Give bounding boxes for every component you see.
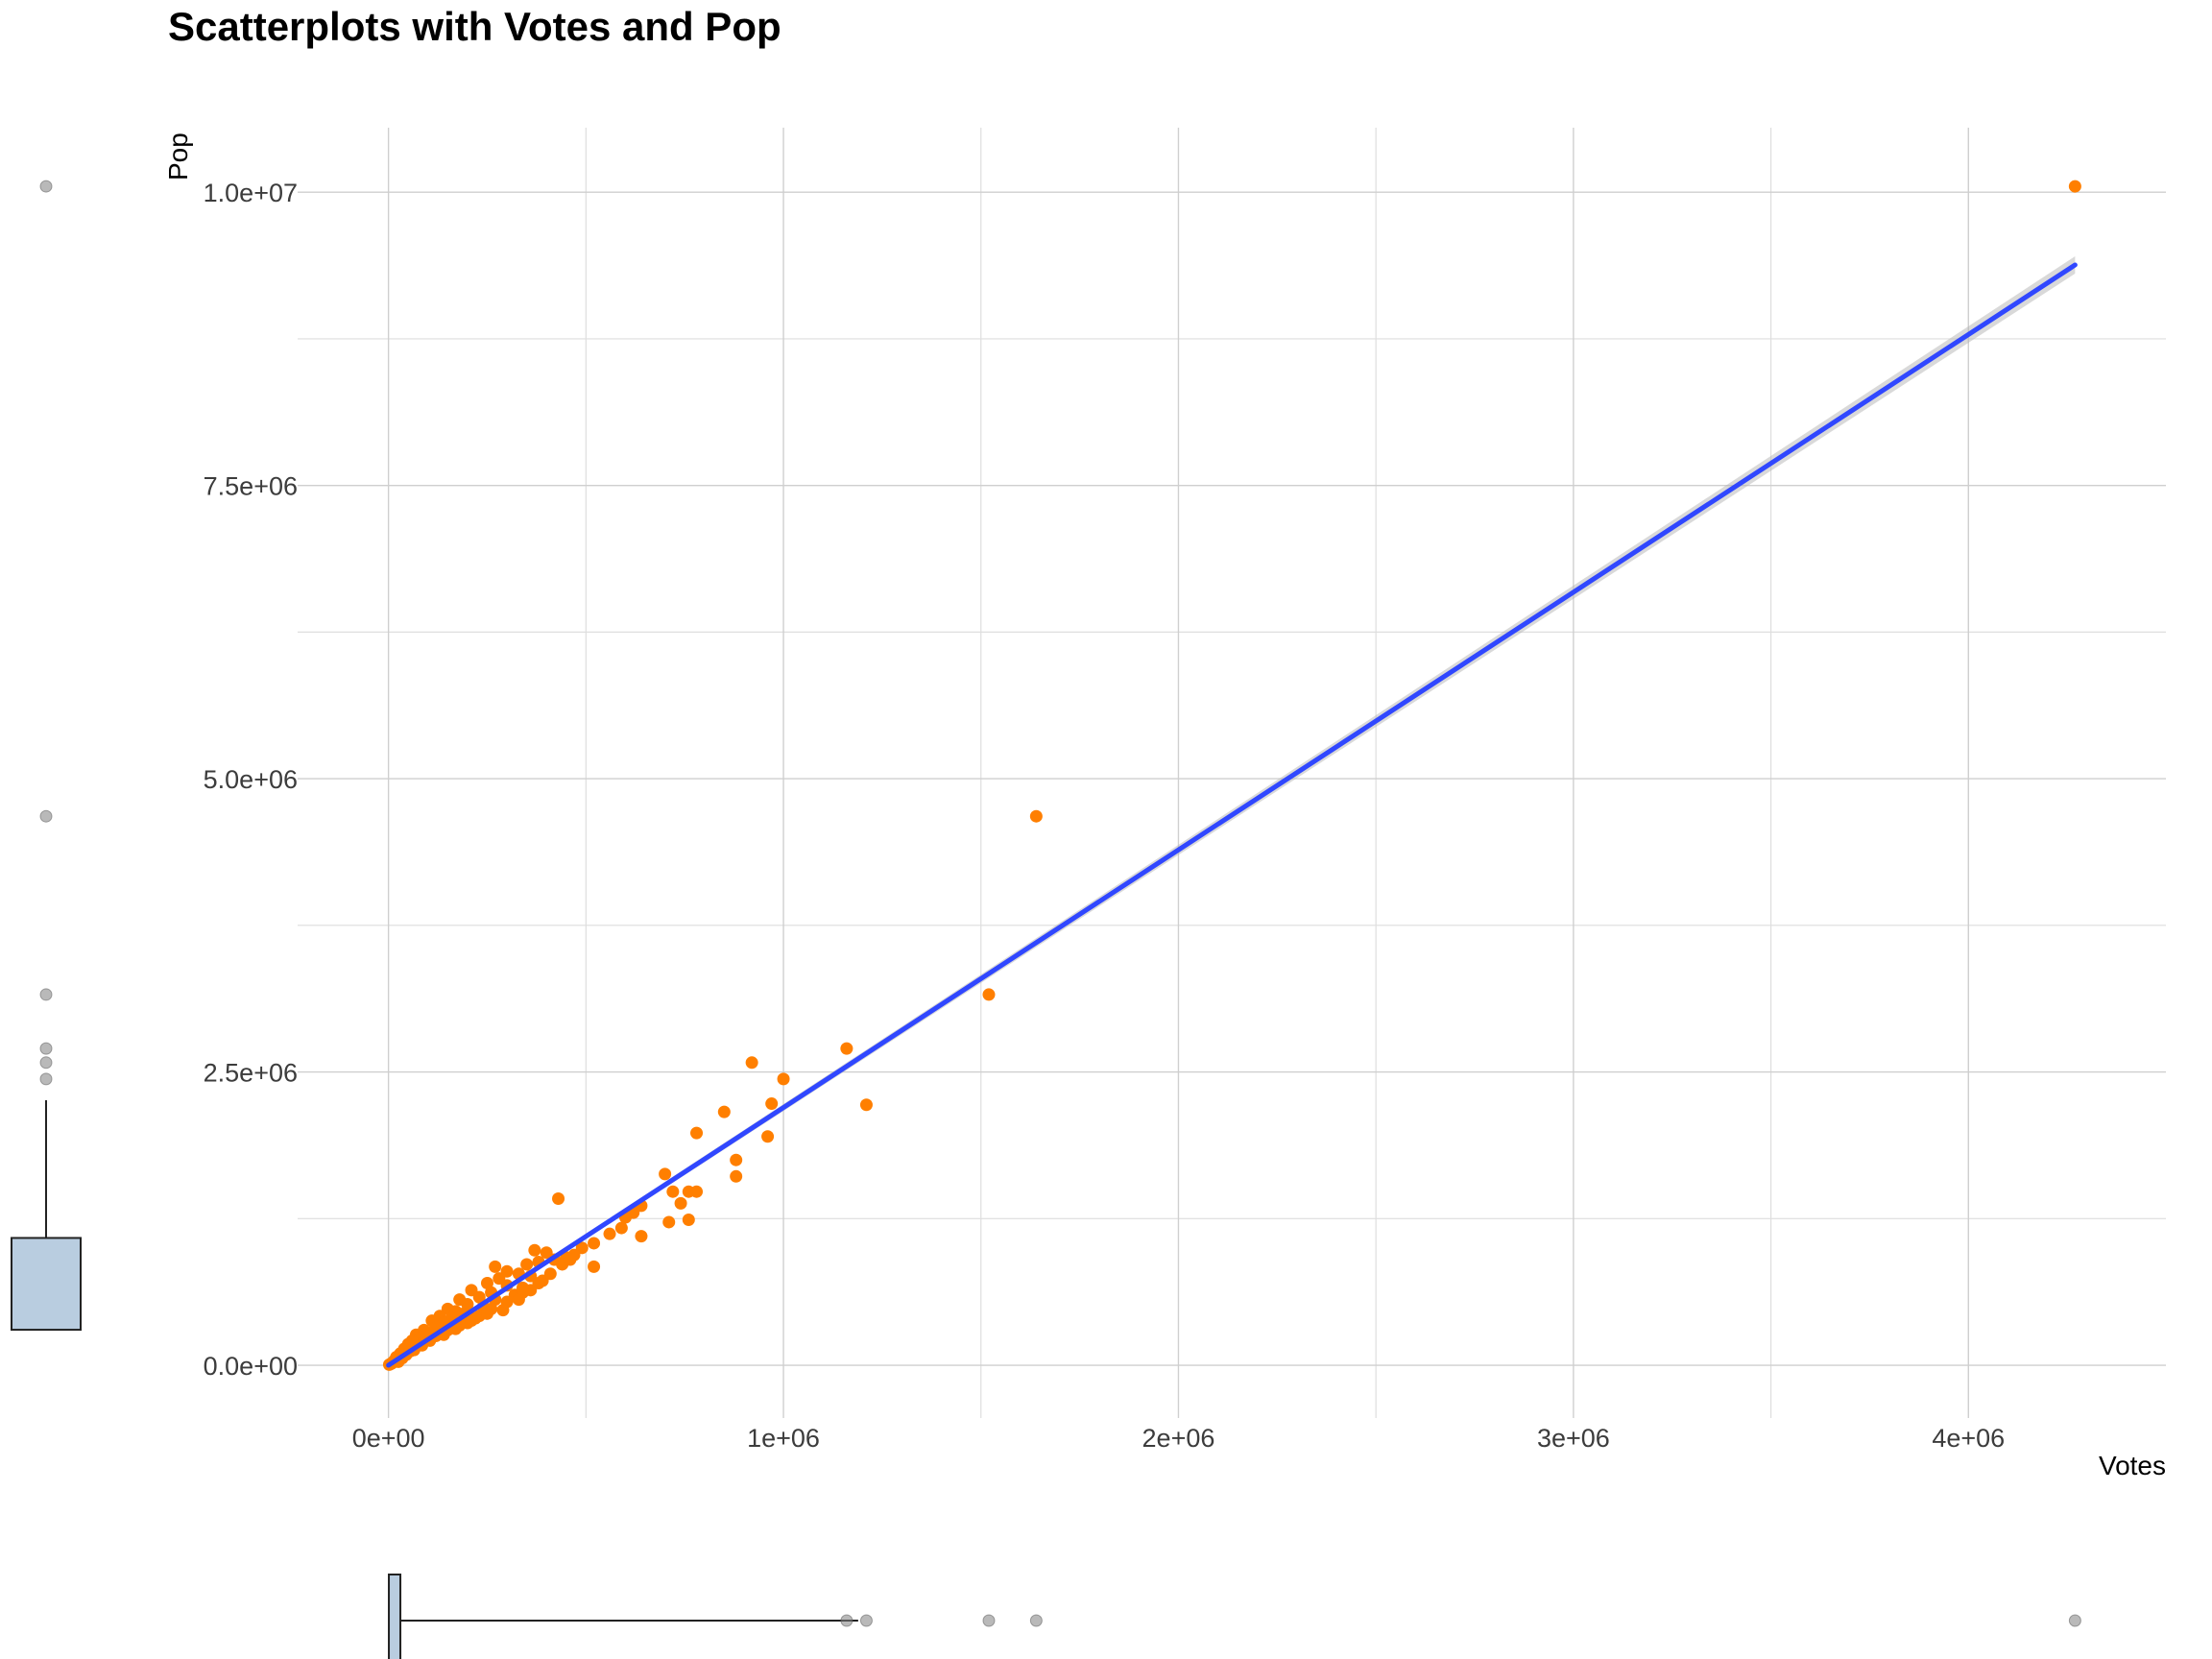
data-point [543,1267,557,1281]
data-point [730,1169,743,1183]
y-marginal-boxplot [11,180,82,1332]
y-box [11,1237,82,1332]
data-point [524,1284,538,1297]
data-point [662,1215,676,1229]
y-box-outlier [39,1042,53,1055]
data-point [840,1042,854,1055]
grid-layer [298,128,2166,1418]
x-box-outlier [1029,1614,1043,1627]
x-box-outlier [982,1614,996,1627]
x-box-outlier [840,1614,854,1627]
y-tick-layer: 0.0e+00 2.5e+06 5.0e+06 7.5e+06 1.0e+07 [204,179,298,1381]
x-box [388,1574,402,1659]
data-point [635,1230,648,1243]
fit-line [386,262,2078,1368]
x-box-outlier [2068,1614,2081,1627]
data-point [564,1253,577,1266]
points-layer [382,180,2081,1371]
data-point [765,1097,779,1111]
data-point [489,1260,502,1273]
data-point [690,1185,704,1198]
data-point [730,1153,743,1166]
x-tick-label: 0e+00 [352,1424,425,1453]
data-point [659,1167,672,1181]
data-point [682,1214,695,1227]
data-point [2068,180,2081,193]
data-point [512,1293,525,1307]
data-point [480,1307,493,1320]
data-point [717,1105,731,1118]
x-tick-label: 3e+06 [1537,1424,1610,1453]
x-tick-label: 4e+06 [1932,1424,2005,1453]
data-point [777,1072,790,1086]
x-axis-title: Votes [2099,1451,2166,1480]
data-point [1029,809,1043,823]
data-point [588,1260,601,1273]
x-tick-label: 1e+06 [747,1424,820,1453]
data-point [520,1258,534,1271]
fit-line-layer [386,262,2078,1368]
y-box-outlier [39,809,53,823]
data-point [614,1221,628,1235]
y-box-outlier [39,180,53,193]
x-box-outlier [859,1614,873,1627]
y-tick-label: 5.0e+06 [204,765,298,794]
data-point [982,988,996,1001]
y-box-outlier [39,988,53,1001]
data-point [603,1227,616,1240]
data-point [465,1314,478,1328]
y-box-outlier [39,1072,53,1086]
data-point [500,1295,514,1309]
data-point [859,1098,873,1112]
data-point [666,1185,680,1198]
x-marginal-boxplot [388,1574,2081,1659]
data-point [552,1192,565,1206]
y-tick-label: 0.0e+00 [204,1352,298,1381]
chart-title: Scatterplots with Votes and Pop [168,4,781,49]
y-tick-label: 1.0e+07 [204,179,298,207]
data-point [472,1290,486,1304]
data-point [480,1276,493,1289]
x-tick-label: 2e+06 [1142,1424,1215,1453]
data-point [674,1196,687,1210]
data-point [461,1297,474,1310]
data-point [761,1130,775,1143]
data-point [528,1243,541,1257]
y-box-outlier [39,1056,53,1070]
y-tick-label: 2.5e+06 [204,1059,298,1088]
y-axis-title: Pop [163,132,193,180]
data-point [588,1237,601,1250]
x-tick-layer: 0e+00 1e+06 2e+06 3e+06 4e+06 [352,1424,2006,1453]
y-tick-label: 7.5e+06 [204,472,298,501]
data-point [690,1126,704,1140]
data-point [745,1056,758,1070]
